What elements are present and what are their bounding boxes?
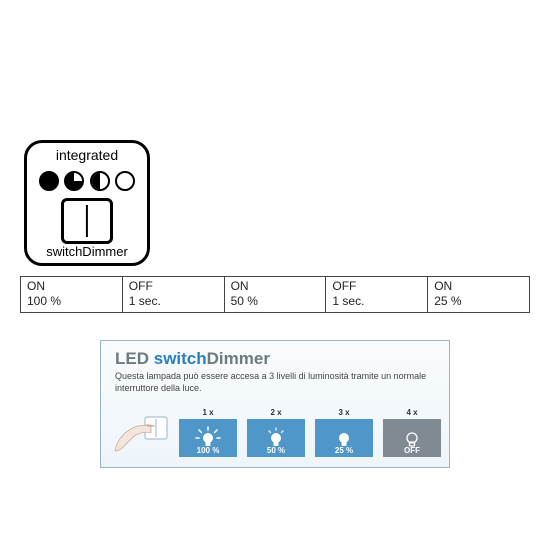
state-cell: ON 100 %	[20, 277, 122, 312]
state-line2: 1 sec.	[332, 294, 421, 309]
state-line2: 50 %	[231, 294, 320, 309]
title-part-dimmer: Dimmer	[207, 349, 270, 368]
badge-circle-row	[27, 171, 147, 191]
state-cell: OFF 1 sec.	[325, 277, 427, 312]
dimmer-step: 3 x 25 %	[315, 408, 373, 457]
title-part-switch: switch	[154, 349, 207, 368]
state-line1: OFF	[332, 279, 421, 294]
canvas: integrated switchDimmer ON 100 % OFF 1 s…	[0, 0, 550, 550]
wall-switch-icon	[61, 198, 113, 244]
step-box: 50 %	[247, 419, 305, 457]
step-press-count: 4 x	[406, 408, 417, 417]
state-line1: ON	[434, 279, 523, 294]
step-label: 100 %	[179, 446, 237, 455]
step-box: 25 %	[315, 419, 373, 457]
dimmer-step: 4 x OFF	[383, 408, 441, 457]
info-panel-subtitle: Questa lampada può essere accesa a 3 liv…	[115, 371, 435, 394]
dimmer-step: 2 x 50 %	[247, 408, 305, 457]
step-press-count: 3 x	[338, 408, 349, 417]
brightness-icon-75	[64, 171, 84, 191]
step-press-count: 2 x	[270, 408, 281, 417]
state-line2: 25 %	[434, 294, 523, 309]
state-line2: 100 %	[27, 294, 116, 309]
state-cell: ON 25 %	[427, 277, 530, 312]
step-label: OFF	[383, 446, 441, 455]
state-cell: ON 50 %	[224, 277, 326, 312]
brightness-icon-100	[39, 171, 59, 191]
state-cell: OFF 1 sec.	[122, 277, 224, 312]
state-line1: ON	[231, 279, 320, 294]
info-panel-title: LED switchDimmer	[115, 349, 270, 369]
step-label: 50 %	[247, 446, 305, 455]
step-label: 25 %	[315, 446, 373, 455]
dimmer-step: 1 x 100 %	[179, 408, 237, 457]
state-table: ON 100 % OFF 1 sec. ON 50 % OFF 1 sec. O…	[20, 276, 530, 313]
brightness-icon-50	[90, 171, 110, 191]
title-part-led: LED	[115, 349, 154, 368]
integrated-switchdimmer-badge: integrated switchDimmer	[24, 140, 150, 266]
state-line1: ON	[27, 279, 116, 294]
step-box: OFF	[383, 419, 441, 457]
state-line2: 1 sec.	[129, 294, 218, 309]
state-line1: OFF	[129, 279, 218, 294]
dimmer-steps-row: 1 x 100 %	[179, 408, 437, 457]
badge-bottom-label: switchDimmer	[27, 244, 147, 259]
step-press-count: 1 x	[202, 408, 213, 417]
badge-top-label: integrated	[27, 147, 147, 163]
step-box: 100 %	[179, 419, 237, 457]
led-switchdimmer-info-panel: LED switchDimmer Questa lampada può esse…	[100, 340, 450, 468]
brightness-icon-0	[115, 171, 135, 191]
hand-pressing-switch-icon	[111, 411, 171, 457]
